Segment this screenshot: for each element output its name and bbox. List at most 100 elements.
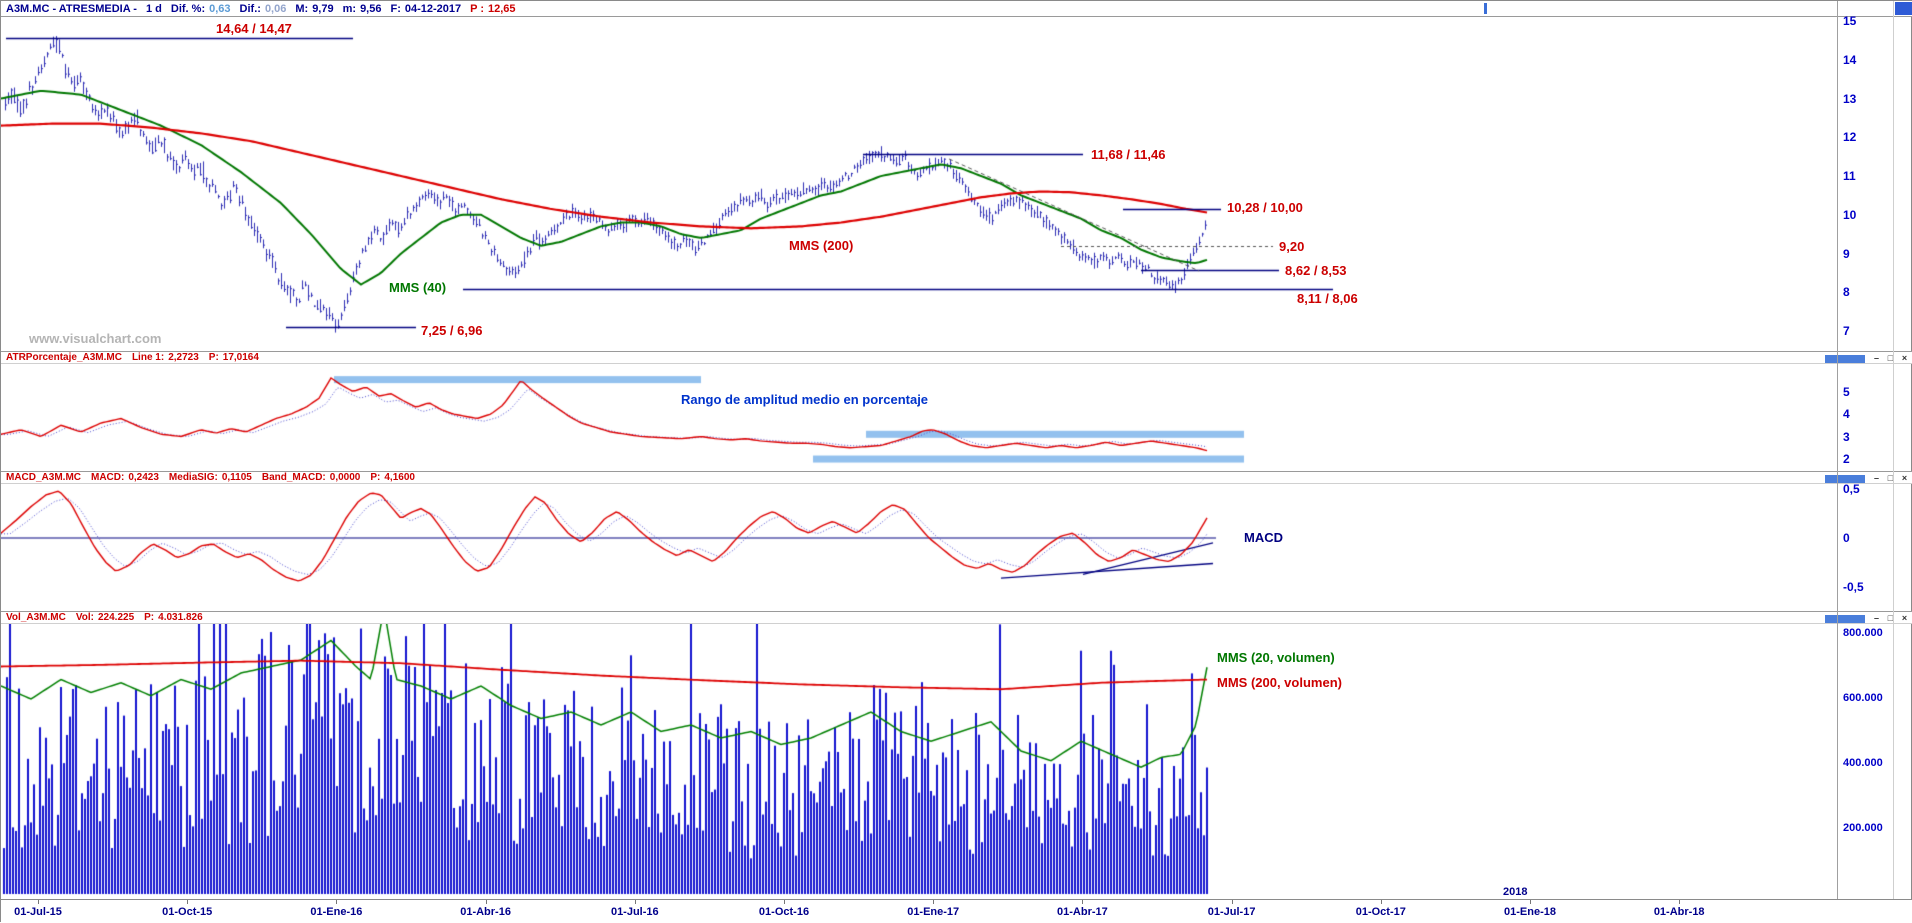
panel-scrollbar[interactable] — [1825, 474, 1865, 483]
title-bar: A3M.MC - ATRESMEDIA - 1 d Dif. %: 0,63 D… — [1, 1, 1912, 17]
volume-panel-header: Vol_A3M.MC Vol: 224.225 P: 4.031.826 – □… — [1, 611, 1912, 624]
macd-indicator-name: MACD_A3M.MC — [6, 472, 81, 483]
x-axis-tick — [187, 900, 189, 904]
macd-chart-canvas[interactable] — [1, 484, 1837, 611]
year-marker: 2018 — [1503, 886, 1528, 898]
x-axis-tick — [38, 900, 39, 904]
price-level-label: 14,64 / 14,47 — [216, 21, 292, 36]
atr-line1-label: Line 1: — [131, 352, 165, 363]
y-axis-tick: 800.000 — [1843, 627, 1883, 639]
y-axis-tick: 0,5 — [1843, 482, 1860, 496]
timeframe-label: 1 d — [145, 2, 162, 15]
close-button[interactable]: × — [1901, 473, 1908, 483]
volume-chart-canvas[interactable] — [1, 624, 1837, 899]
x-axis-tick — [485, 900, 487, 904]
symbol-title: A3M.MC - ATRESMEDIA - — [6, 2, 137, 15]
x-axis-date-label: 01-Ene-16 — [310, 906, 363, 918]
volume-p-label: P: — [144, 612, 155, 623]
mms40-label: MMS (40) — [389, 280, 447, 295]
macd-sig-value: 0,1105 — [221, 472, 252, 483]
title-bar-marker — [1484, 3, 1487, 14]
minimize-button[interactable]: – — [1873, 353, 1879, 363]
y-axis-tick: 12 — [1843, 130, 1857, 145]
y-axis-tick: 9 — [1843, 246, 1850, 261]
minimize-button[interactable]: – — [1873, 473, 1879, 483]
mms200-label: MMS (200) — [789, 238, 854, 253]
date-label: F: — [390, 2, 401, 15]
y-axis-tick: 8 — [1843, 285, 1850, 300]
volume-p-value: 4.031.826 — [158, 612, 203, 623]
volume-mms200-label: MMS (200, volumen) — [1217, 675, 1342, 690]
price-level-label: 8,62 / 8,53 — [1285, 263, 1347, 278]
close-button[interactable]: × — [1901, 353, 1908, 363]
x-axis-tick — [1082, 900, 1084, 904]
watermark: www.visualchart.com — [29, 331, 162, 346]
macd-band-value: 0,0000 — [329, 472, 361, 483]
price-level-label: 7,25 / 6,96 — [421, 323, 483, 338]
price-level-label: 8,11 / 8,06 — [1297, 291, 1358, 306]
x-axis-date-label: 01-Oct-17 — [1355, 906, 1406, 918]
macd-sig-label: MediaSIG: — [168, 472, 218, 483]
panel-scrollbar[interactable] — [1825, 614, 1865, 623]
x-axis-date-label: 01-Abr-18 — [1653, 906, 1705, 918]
atr-chart-canvas[interactable] — [1, 364, 1837, 471]
volume-value: 224.225 — [97, 612, 135, 623]
atr-line1-value: 2,2723 — [168, 352, 199, 363]
atr-p-value: 17,0164 — [222, 352, 259, 363]
axis-separator — [1837, 1, 1838, 923]
y-axis-tick: 0 — [1843, 531, 1850, 545]
close-button[interactable]: × — [1901, 613, 1908, 623]
price-level-label: 10,28 / 10,00 — [1227, 200, 1303, 215]
atr-annotation: Rango de amplitud medio en porcentaje — [681, 392, 929, 407]
restore-button[interactable]: □ — [1887, 473, 1894, 483]
x-axis-tick — [933, 900, 935, 904]
x-axis-tick — [1679, 900, 1681, 904]
y-axis-tick: 5 — [1843, 384, 1850, 399]
atr-panel-header: ATRPorcentaje_A3M.MC Line 1: 2,2723 P: 1… — [1, 351, 1912, 364]
x-axis-date-label: 01-Ene-17 — [907, 906, 960, 918]
x-axis-row[interactable]: 01-Jul-15 01-Oct-15 01-Ene-16 01-Abr-16 01-J… — [1, 899, 1912, 923]
x-axis-tick — [1380, 900, 1382, 904]
x-axis-date-label: 01-Oct-15 — [162, 906, 213, 918]
y-axis-tick: 3 — [1843, 429, 1850, 444]
low-value: 9,56 — [360, 2, 382, 15]
y-axis-tick: 7 — [1843, 324, 1850, 338]
x-axis-tick — [1231, 900, 1233, 904]
panel-scrollbar[interactable] — [1825, 354, 1865, 363]
y-axis-tick: 11 — [1843, 169, 1856, 183]
price-chart-canvas[interactable] — [1, 17, 1837, 351]
high-value: 9,79 — [312, 2, 334, 15]
y-axis-tick: 14 — [1843, 52, 1857, 67]
price-level-label: 11,68 / 11,46 — [1091, 147, 1166, 162]
last-price-label: P : — [470, 2, 485, 15]
price-level-label: 9,20 — [1279, 239, 1305, 254]
high-label: M: — [295, 2, 309, 15]
x-axis-date-label: 01-Jul-15 — [14, 906, 62, 918]
volume-label: Vol: — [75, 612, 94, 623]
restore-button[interactable]: □ — [1887, 613, 1894, 623]
y-axis-tick: 15 — [1843, 14, 1857, 28]
x-axis-date-label: 01-Abr-17 — [1057, 906, 1108, 918]
x-axis-tick — [784, 900, 785, 904]
atr-indicator-name: ATRPorcentaje_A3M.MC — [6, 352, 122, 363]
y-axis-tick: 10 — [1843, 207, 1857, 222]
restore-button[interactable]: □ — [1887, 353, 1894, 363]
x-axis-date-label: 01-Jul-16 — [610, 906, 659, 918]
volume-indicator-name: Vol_A3M.MC — [6, 612, 66, 623]
macd-label: MACD: — [91, 472, 125, 483]
dif-label: Dif.: — [239, 2, 261, 15]
y-axis-tick: 600.000 — [1843, 692, 1883, 704]
y-axis-tick: 200.000 — [1843, 822, 1883, 834]
dif-value: 0,06 — [264, 2, 287, 15]
last-price-value: 12,65 — [488, 2, 516, 15]
low-label: m: — [342, 2, 357, 15]
x-axis-date-label: 01-Jul-17 — [1207, 906, 1256, 918]
scrollbar-corner[interactable] — [1895, 2, 1912, 15]
minimize-button[interactable]: – — [1873, 613, 1879, 623]
y-axis-tick: -0,5 — [1843, 580, 1864, 594]
atr-p-label: P: — [208, 352, 219, 363]
y-axis-tick: 2 — [1843, 452, 1850, 466]
x-axis-date-label: 01-Ene-18 — [1504, 906, 1556, 918]
volume-mms20-label: MMS (20, volumen) — [1217, 650, 1335, 665]
